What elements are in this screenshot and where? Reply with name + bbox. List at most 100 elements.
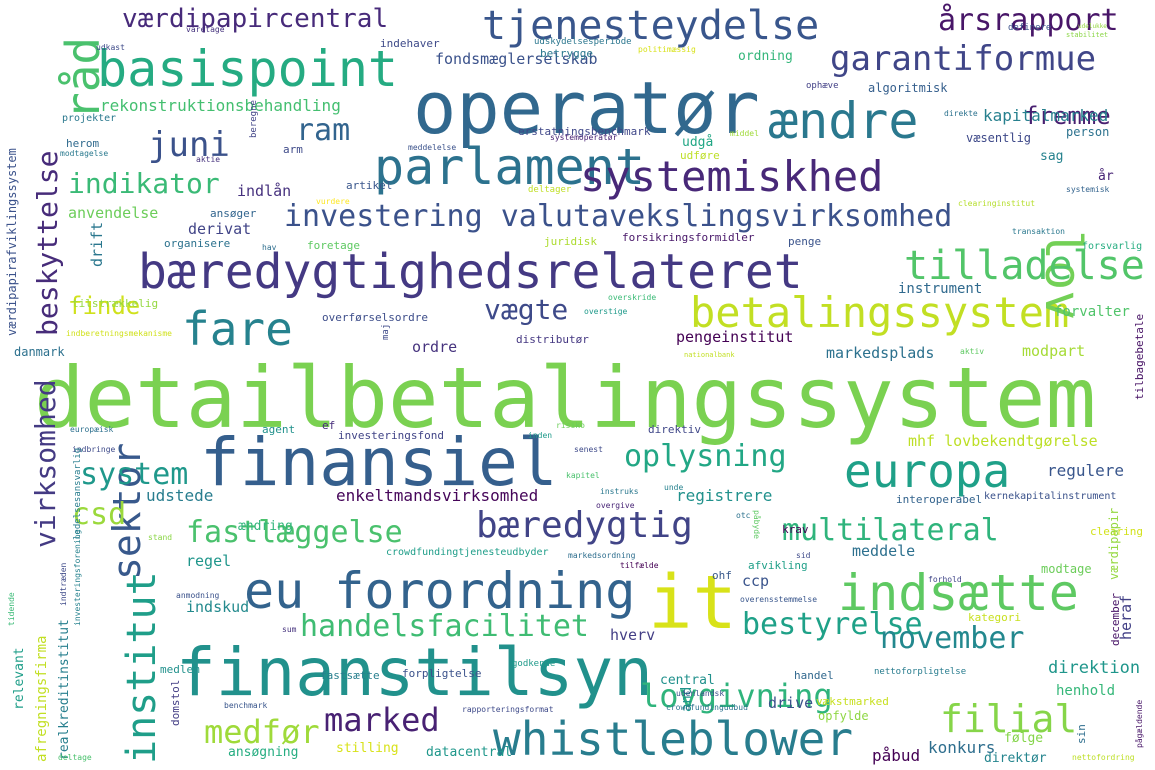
word: væsentlig xyxy=(966,131,1032,145)
word: sum xyxy=(282,625,297,634)
word: systemisk xyxy=(1066,185,1110,194)
word: investeringsforening xyxy=(73,529,82,626)
word: indskud xyxy=(186,598,250,616)
word: registrere xyxy=(676,486,773,505)
word: bestyrelse xyxy=(742,607,923,642)
word: crowdfundingtjenesteudbyder xyxy=(386,547,549,558)
word: rapporteringsformat xyxy=(462,705,554,714)
word: ophæve xyxy=(806,81,839,91)
word: drive xyxy=(768,694,814,712)
word: krav xyxy=(782,523,809,536)
word: indlån xyxy=(237,182,292,200)
word: lovgivning xyxy=(640,677,833,715)
word: clearinginstitut xyxy=(958,199,1036,208)
word: fare xyxy=(182,302,293,356)
word: politimæssig xyxy=(638,45,696,54)
word: hverv xyxy=(610,626,656,644)
word: udelukke xyxy=(1078,23,1107,30)
word: ændre xyxy=(768,92,919,150)
word: ansøgning xyxy=(228,745,299,760)
word: derivat xyxy=(188,220,252,238)
word: system xyxy=(80,457,189,492)
word: artikel xyxy=(346,179,393,192)
word: danmark xyxy=(14,345,65,359)
word: stabilitet xyxy=(1066,31,1109,39)
word: udkast xyxy=(96,43,125,52)
word: penge xyxy=(788,235,822,248)
word: værdipapircentral xyxy=(122,4,389,34)
word: garantiformue xyxy=(830,39,1097,79)
word: direktiv xyxy=(648,423,701,436)
word: central xyxy=(660,673,715,688)
word: meddelelse xyxy=(408,143,457,152)
word: agent xyxy=(262,423,296,436)
word: herom xyxy=(66,137,100,150)
word: markedsplads xyxy=(826,344,935,362)
word: indtræden xyxy=(59,562,68,606)
word: påbud xyxy=(872,746,921,765)
word: medfør xyxy=(204,713,320,751)
word: markedsordning xyxy=(568,551,636,560)
word: investering valutavekslingsvirksomhed xyxy=(284,199,953,234)
word: kapitalmarked xyxy=(983,106,1109,125)
word: modtage xyxy=(1041,562,1092,576)
word: erstatningsbenchmark xyxy=(518,125,651,138)
word: basispoint xyxy=(97,40,399,98)
word: opfylde xyxy=(818,709,869,723)
word: overstige xyxy=(584,307,628,316)
word: pengeinstitut xyxy=(676,328,794,346)
word: operatør xyxy=(413,66,760,150)
word: kapitel xyxy=(566,471,600,480)
word: mhf lovbekendtgørelse xyxy=(908,432,1098,450)
word: ledelsesansvarlig xyxy=(73,447,83,540)
word: finanstilsyn xyxy=(176,634,653,711)
word: realkreditinstitut xyxy=(57,619,72,760)
word: csd xyxy=(72,497,127,532)
word: finde xyxy=(68,292,141,320)
word: whistleblower xyxy=(493,712,854,766)
word: enkeltmandsvirksomhed xyxy=(336,486,539,505)
word: udgå xyxy=(682,135,714,150)
word: fastlæggelse xyxy=(186,515,403,550)
word: fastsætte xyxy=(320,669,380,682)
word: benchmark xyxy=(224,701,268,710)
word: tilbagebetale xyxy=(1133,313,1146,400)
word: clearing xyxy=(1090,525,1143,538)
word: datacentral xyxy=(426,745,513,760)
word: maj xyxy=(381,323,391,340)
word: kategori xyxy=(968,611,1021,624)
word: eu forordning xyxy=(244,562,636,620)
word: nettoforpligtelse xyxy=(874,667,967,677)
word: varetage xyxy=(186,25,225,34)
word: otc xyxy=(736,511,751,520)
word: tilstrækkelig xyxy=(72,297,159,310)
word: forvalter xyxy=(1054,304,1130,320)
word: forsikringsformidler xyxy=(622,231,755,244)
word: handelsfacilitet xyxy=(300,609,589,644)
word: multilateral xyxy=(782,513,999,548)
word: ændring xyxy=(238,519,293,534)
word: organisere xyxy=(164,237,231,250)
word: parlament xyxy=(374,138,645,196)
word: nationalbank xyxy=(684,351,735,359)
word: investeringsfond xyxy=(338,429,444,442)
word: europæisk xyxy=(70,425,114,434)
word: direktør xyxy=(984,751,1047,766)
word: stilling xyxy=(336,741,399,756)
word: tilladelse xyxy=(904,243,1145,289)
word: modtagelse xyxy=(60,149,109,158)
word: relevant xyxy=(12,647,27,710)
word: overførselsordre xyxy=(322,311,428,324)
word: værdipapir xyxy=(1107,507,1121,580)
word: påbyde xyxy=(752,510,761,539)
word: hav xyxy=(262,243,277,252)
word: ram xyxy=(296,113,351,148)
word: deltager xyxy=(528,185,572,195)
word: pågældende xyxy=(1135,699,1144,748)
word: sin xyxy=(1075,724,1088,744)
word: bæredygtig xyxy=(476,505,693,546)
word: overskride xyxy=(608,293,657,302)
word: udskydelsesperiode xyxy=(534,37,632,47)
word: udføre xyxy=(680,149,720,162)
